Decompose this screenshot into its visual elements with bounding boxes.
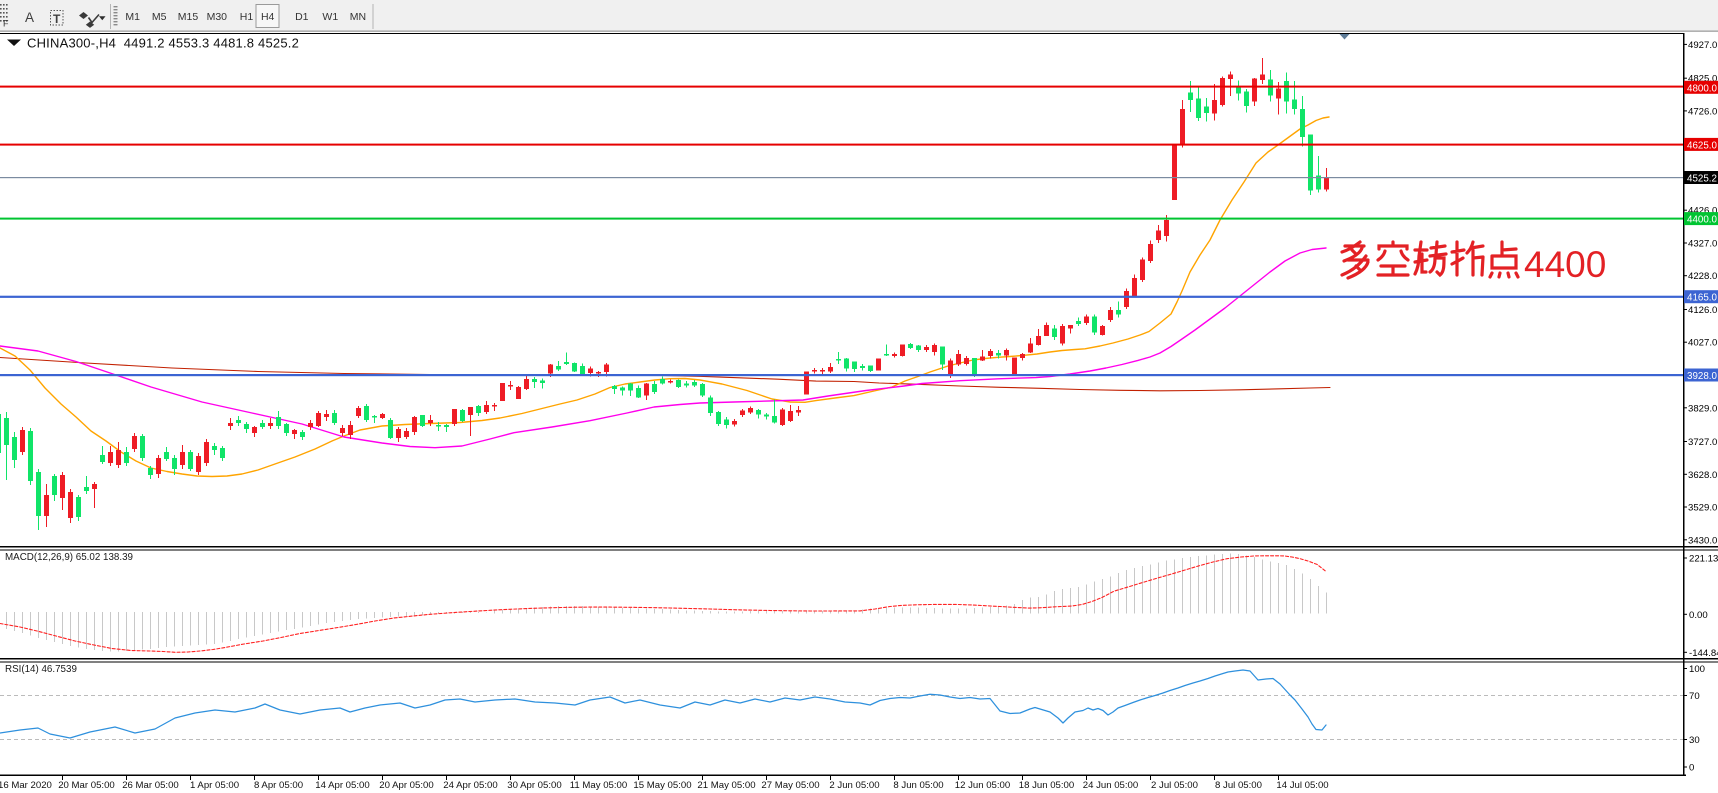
svg-text:MACD(12,26,9) 65.02 138.39: MACD(12,26,9) 65.02 138.39 bbox=[5, 552, 133, 563]
svg-text:CHINA300-,H4 4491.2 4553.3 44: CHINA300-,H4 4491.2 4553.3 4481.8 4525.2 bbox=[27, 36, 299, 51]
svg-text:18 Jun 05:00: 18 Jun 05:00 bbox=[1019, 780, 1074, 791]
svg-text:4228.0: 4228.0 bbox=[1688, 271, 1717, 282]
svg-text:4126.0: 4126.0 bbox=[1688, 305, 1717, 316]
svg-text:F: F bbox=[3, 19, 9, 29]
svg-text:3727.0: 3727.0 bbox=[1688, 437, 1717, 448]
svg-text:A: A bbox=[25, 10, 34, 25]
svg-text:3628.0: 3628.0 bbox=[1688, 470, 1717, 481]
svg-text:4400.0: 4400.0 bbox=[1687, 215, 1718, 226]
svg-text:2 Jun 05:00: 2 Jun 05:00 bbox=[829, 780, 879, 791]
svg-text:4525.2: 4525.2 bbox=[1687, 174, 1717, 185]
svg-text:8 Apr 05:00: 8 Apr 05:00 bbox=[254, 780, 303, 791]
svg-text:D1: D1 bbox=[295, 11, 309, 23]
svg-text:3529.0: 3529.0 bbox=[1688, 503, 1717, 514]
svg-text:M5: M5 bbox=[152, 11, 167, 23]
svg-text:1 Apr 05:00: 1 Apr 05:00 bbox=[190, 780, 239, 791]
svg-text:20 Mar 05:00: 20 Mar 05:00 bbox=[58, 780, 115, 791]
svg-text:4400: 4400 bbox=[1524, 244, 1606, 285]
svg-text:RSI(14) 46.7539: RSI(14) 46.7539 bbox=[5, 664, 77, 675]
svg-text:4027.0: 4027.0 bbox=[1688, 338, 1717, 349]
svg-text:2 Jul 05:00: 2 Jul 05:00 bbox=[1151, 780, 1198, 791]
svg-text:M1: M1 bbox=[125, 11, 140, 23]
svg-text:4426.0: 4426.0 bbox=[1688, 206, 1717, 217]
svg-text:221.13: 221.13 bbox=[1689, 554, 1718, 565]
svg-text:M15: M15 bbox=[178, 11, 199, 23]
svg-text:MN: MN bbox=[350, 11, 366, 23]
svg-text:T: T bbox=[53, 12, 61, 26]
svg-text:4625.0: 4625.0 bbox=[1687, 140, 1718, 151]
svg-text:3829.0: 3829.0 bbox=[1688, 403, 1717, 414]
svg-text:4327.0: 4327.0 bbox=[1688, 239, 1717, 250]
svg-text:M30: M30 bbox=[207, 11, 228, 23]
svg-text:27 May 05:00: 27 May 05:00 bbox=[761, 780, 819, 791]
svg-text:4165.0: 4165.0 bbox=[1687, 293, 1718, 304]
svg-text:4726.0: 4726.0 bbox=[1688, 106, 1717, 117]
svg-text:70: 70 bbox=[1689, 691, 1700, 702]
svg-text:30: 30 bbox=[1689, 735, 1700, 746]
svg-text:H1: H1 bbox=[240, 11, 254, 23]
svg-text:15 May 05:00: 15 May 05:00 bbox=[633, 780, 691, 791]
svg-text:4800.0: 4800.0 bbox=[1687, 83, 1718, 94]
svg-text:0.00: 0.00 bbox=[1689, 610, 1708, 621]
svg-text:11 May 05:00: 11 May 05:00 bbox=[570, 780, 627, 791]
svg-text:12 Jun 05:00: 12 Jun 05:00 bbox=[955, 780, 1010, 791]
svg-text:20 Apr 05:00: 20 Apr 05:00 bbox=[379, 780, 433, 791]
svg-text:-144.84: -144.84 bbox=[1689, 648, 1718, 659]
svg-text:3928.0: 3928.0 bbox=[1687, 371, 1718, 382]
svg-text:26 Mar 05:00: 26 Mar 05:00 bbox=[122, 780, 179, 791]
svg-text:30 Apr 05:00: 30 Apr 05:00 bbox=[507, 780, 561, 791]
svg-text:21 May 05:00: 21 May 05:00 bbox=[697, 780, 755, 791]
svg-text:0: 0 bbox=[1689, 763, 1694, 774]
svg-text:16 Mar 2020: 16 Mar 2020 bbox=[0, 780, 52, 791]
svg-text:H4: H4 bbox=[261, 11, 275, 23]
svg-text:4825.0: 4825.0 bbox=[1688, 74, 1717, 85]
svg-text:8 Jul 05:00: 8 Jul 05:00 bbox=[1215, 780, 1262, 791]
svg-text:4927.0: 4927.0 bbox=[1688, 40, 1717, 51]
svg-text:3430.0: 3430.0 bbox=[1688, 535, 1717, 546]
svg-text:24 Apr 05:00: 24 Apr 05:00 bbox=[443, 780, 497, 791]
svg-text:14 Apr 05:00: 14 Apr 05:00 bbox=[315, 780, 369, 791]
svg-text:100: 100 bbox=[1689, 664, 1705, 675]
svg-text:W1: W1 bbox=[322, 11, 338, 23]
svg-text:24 Jun 05:00: 24 Jun 05:00 bbox=[1083, 780, 1138, 791]
svg-text:8 Jun 05:00: 8 Jun 05:00 bbox=[893, 780, 943, 791]
svg-text:14 Jul 05:00: 14 Jul 05:00 bbox=[1276, 780, 1328, 791]
